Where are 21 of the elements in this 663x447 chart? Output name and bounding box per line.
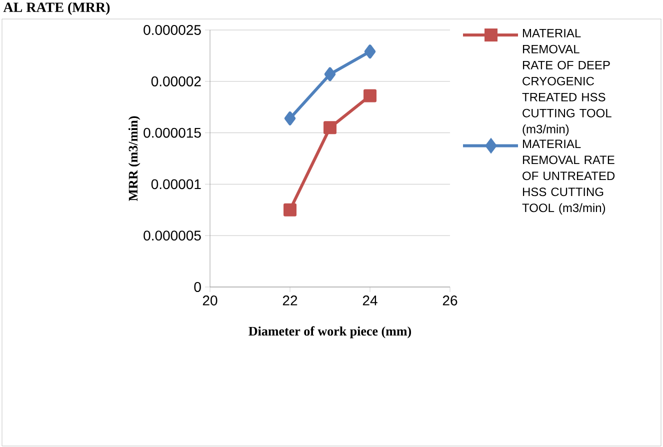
x-axis-title: Diameter of work piece (mm) [248,326,412,338]
legend-label: MATERIAL REMOVAL RATE OF UNTREATED HSS CUTTING TOOL (m3/min) [522,140,615,214]
point [324,121,337,134]
text: AL RATE (MRR) [3,2,110,15]
y-tick-label: 0.00002 [151,76,201,86]
point [364,44,376,59]
x-tick-label: 22 [282,296,298,306]
y-tick-label: 0.000015 [144,128,201,138]
point [284,111,296,126]
y-tick-label: 0.00001 [151,179,201,190]
y-tick-label: 0 [194,282,201,292]
point [364,89,377,102]
legend-label: MATERIAL REMOVAL RATE OF DEEP CRYOGENIC TREATED HSS CUTTING TOOL (m3/min) [522,29,612,136]
x-tick-label: 20 [202,296,218,306]
y-tick-label: 0.000005 [144,230,201,241]
y-axis-title: MRR (m3/min) [128,116,140,202]
point [324,67,336,82]
x-tick-label: 24 [362,296,378,306]
y-tick-label: 0.000025 [144,25,201,35]
point [284,203,296,216]
x-tick-label: 26 [442,296,458,306]
